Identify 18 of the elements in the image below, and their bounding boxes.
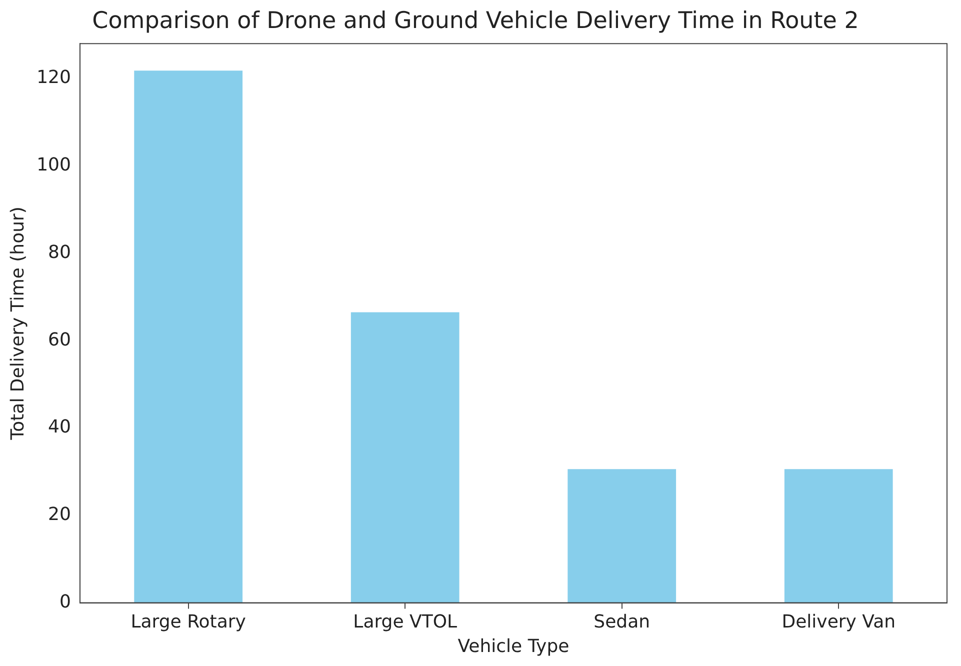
y-tick-label: 0 xyxy=(60,591,71,612)
x-axis-title: Vehicle Type xyxy=(458,636,570,657)
bar xyxy=(134,70,243,603)
bar xyxy=(350,312,460,603)
chart-title: Comparison of Drone and Ground Vehicle Delivery Time in Route 2 xyxy=(92,8,859,34)
y-tick-label: 80 xyxy=(48,242,71,263)
bar xyxy=(568,469,676,603)
y-tick-label: 100 xyxy=(36,154,71,176)
x-tick-label: Large Rotary xyxy=(130,611,246,632)
y-tick-label: 60 xyxy=(48,329,71,350)
y-axis-title: Total Delivery Time (hour) xyxy=(7,206,28,441)
y-tick-label: 40 xyxy=(48,416,71,438)
x-tick-label: Large VTOL xyxy=(353,611,458,632)
y-tick-label: 20 xyxy=(48,504,71,526)
x-tick-label: Delivery Van xyxy=(782,611,896,632)
bar xyxy=(784,469,893,603)
x-tick-label: Sedan xyxy=(594,611,650,632)
y-tick-label: 120 xyxy=(36,67,71,88)
